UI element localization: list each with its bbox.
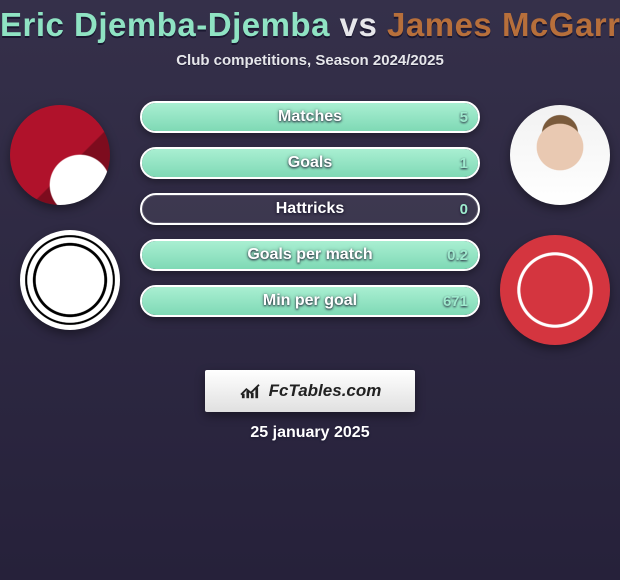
player2-avatar <box>510 105 610 205</box>
brand-text: FcTables.com <box>269 381 382 401</box>
player2-name: James McGarry <box>387 6 620 43</box>
season-subtitle: Club competitions, Season 2024/2025 <box>0 52 620 69</box>
stat-value: 1 <box>460 149 468 177</box>
comparison-title: Eric Djemba-Djemba vs James McGarry <box>0 0 620 44</box>
stat-label: Hattricks <box>142 195 478 223</box>
stat-pill: Hattricks0 <box>140 193 480 225</box>
comparison-core: Matches5 Goals1 Hattricks0 Goals per match0… <box>0 95 620 355</box>
stat-pill-fill <box>142 241 478 269</box>
stat-pill-fill <box>142 287 478 315</box>
stat-pill-fill <box>142 103 478 131</box>
stat-value: 5 <box>460 103 468 131</box>
stat-value: 671 <box>443 287 468 315</box>
player1-club-badge <box>20 230 120 330</box>
stats-pill-stack: Matches5 Goals1 Hattricks0 Goals per match0… <box>140 101 480 317</box>
player1-avatar <box>10 105 110 205</box>
player2-club-badge <box>500 235 610 345</box>
stat-pill: Matches5 <box>140 101 480 133</box>
stat-value: 0.2 <box>447 241 468 269</box>
stat-pill: Goals1 <box>140 147 480 179</box>
vs-separator: vs <box>340 6 378 43</box>
stat-value: 0 <box>460 195 468 223</box>
fctables-chart-icon <box>239 382 261 400</box>
stat-pill-fill <box>142 149 478 177</box>
stat-pill: Min per goal671 <box>140 285 480 317</box>
snapshot-date: 25 january 2025 <box>0 424 620 442</box>
brand-box: FcTables.com <box>205 370 415 412</box>
stat-pill: Goals per match0.2 <box>140 239 480 271</box>
player1-name: Eric Djemba-Djemba <box>0 6 330 43</box>
